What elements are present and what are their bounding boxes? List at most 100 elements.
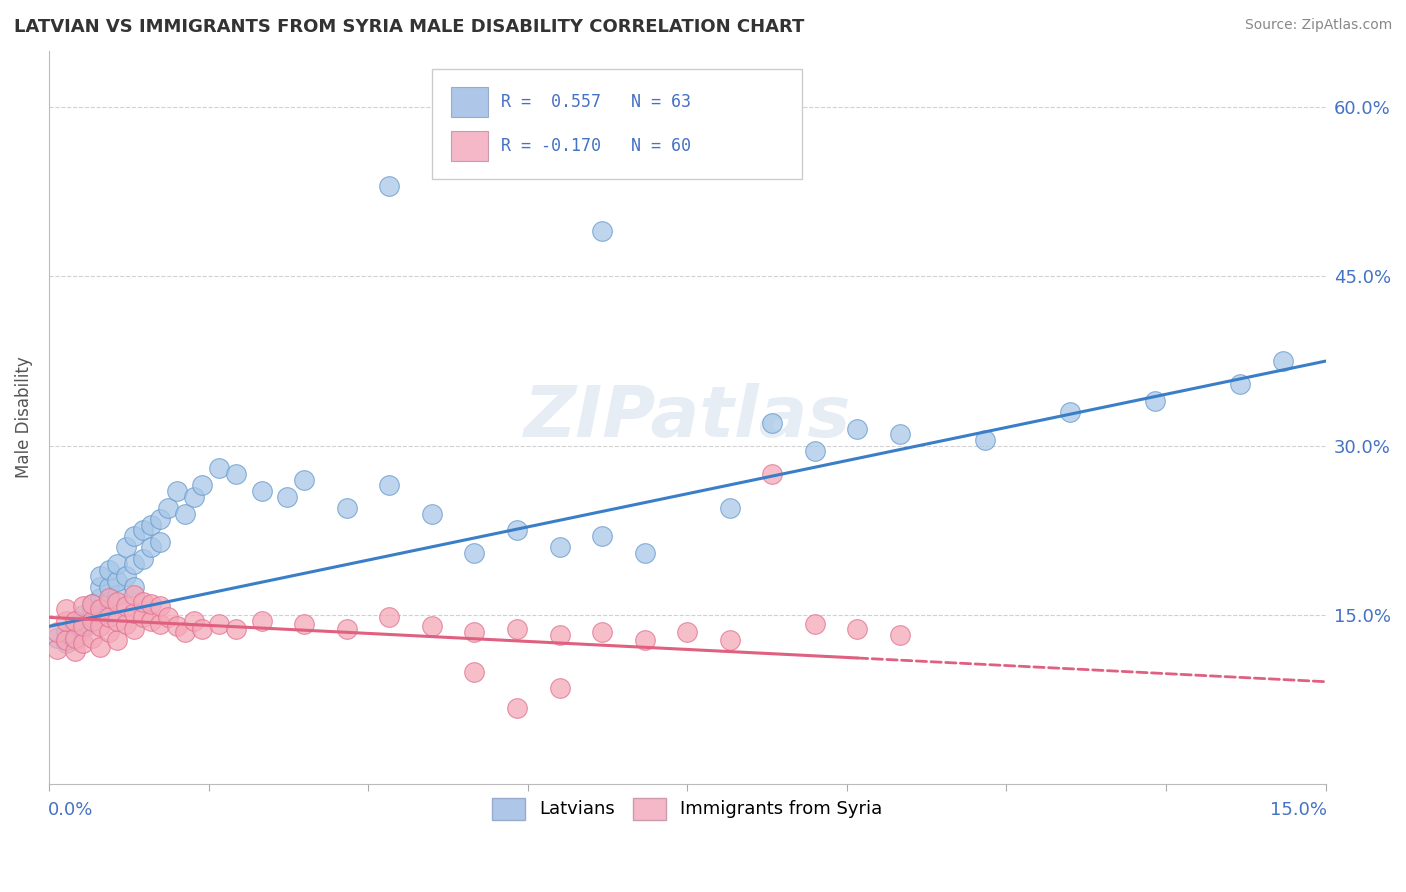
Point [131, 551, 153, 566]
Point [63, 632, 86, 647]
Point [846, 422, 869, 436]
Text: Source: ZipAtlas.com: Source: ZipAtlas.com [1244, 18, 1392, 32]
Point [157, 610, 180, 624]
Point [591, 529, 613, 543]
Point [46, 642, 69, 657]
Point [80, 631, 103, 645]
Point [114, 599, 136, 613]
Point [72, 599, 94, 613]
Point [97, 625, 120, 640]
Point [208, 461, 231, 475]
Point [149, 512, 172, 526]
Point [157, 500, 180, 515]
Point [89, 619, 111, 633]
Point [183, 490, 205, 504]
Point [97, 591, 120, 606]
Point [378, 478, 401, 492]
Point [46, 631, 69, 645]
Point [63, 644, 86, 658]
Point [55, 632, 77, 647]
Point [80, 597, 103, 611]
Point [463, 665, 485, 679]
Point [174, 625, 197, 640]
Point [105, 574, 128, 589]
Point [55, 602, 77, 616]
Point [72, 619, 94, 633]
Point [131, 524, 153, 538]
FancyBboxPatch shape [451, 130, 488, 161]
Point [105, 614, 128, 628]
Point [80, 610, 103, 624]
Point [55, 636, 77, 650]
Point [463, 625, 485, 640]
Point [250, 614, 273, 628]
Point [72, 636, 94, 650]
Point [63, 619, 86, 633]
Point [139, 541, 162, 555]
Text: 15.0%: 15.0% [1270, 801, 1327, 819]
Point [191, 478, 214, 492]
Point [292, 617, 315, 632]
Point [97, 580, 120, 594]
Point [761, 467, 783, 481]
Text: ZIPatlas: ZIPatlas [523, 383, 851, 452]
Point [89, 602, 111, 616]
Point [97, 610, 120, 624]
Point [174, 507, 197, 521]
Point [1272, 354, 1295, 368]
Point [974, 433, 997, 447]
Point [97, 594, 120, 608]
Point [105, 594, 128, 608]
Point [149, 599, 172, 613]
Point [80, 614, 103, 628]
Point [336, 500, 359, 515]
Point [72, 608, 94, 623]
Point [463, 546, 485, 560]
FancyBboxPatch shape [451, 87, 488, 118]
Point [718, 632, 741, 647]
Point [846, 622, 869, 636]
Text: R =  0.557   N = 63: R = 0.557 N = 63 [501, 93, 690, 111]
Point [718, 500, 741, 515]
Text: LATVIAN VS IMMIGRANTS FROM SYRIA MALE DISABILITY CORRELATION CHART: LATVIAN VS IMMIGRANTS FROM SYRIA MALE DI… [14, 18, 804, 36]
Point [676, 625, 699, 640]
Point [122, 606, 145, 620]
Point [634, 546, 657, 560]
Point [761, 416, 783, 430]
Point [225, 467, 247, 481]
Point [105, 558, 128, 572]
Point [149, 534, 172, 549]
Legend: Latvians, Immigrants from Syria: Latvians, Immigrants from Syria [485, 790, 890, 827]
Point [89, 568, 111, 582]
Point [378, 179, 401, 194]
Point [191, 622, 214, 636]
Point [122, 622, 145, 636]
Point [1229, 376, 1251, 391]
Point [63, 614, 86, 628]
Point [89, 640, 111, 654]
Point [114, 568, 136, 582]
Point [225, 622, 247, 636]
Point [139, 517, 162, 532]
Y-axis label: Male Disability: Male Disability [15, 357, 32, 478]
FancyBboxPatch shape [432, 69, 803, 179]
Point [506, 524, 529, 538]
Point [292, 473, 315, 487]
Point [378, 610, 401, 624]
Point [122, 588, 145, 602]
Point [548, 681, 571, 696]
Point [105, 632, 128, 647]
Point [420, 619, 443, 633]
Point [89, 591, 111, 606]
Point [506, 700, 529, 714]
Point [166, 483, 188, 498]
Point [46, 625, 69, 640]
Point [97, 563, 120, 577]
Point [80, 597, 103, 611]
Point [72, 617, 94, 632]
Point [89, 580, 111, 594]
Point [114, 617, 136, 632]
Point [166, 619, 188, 633]
Point [114, 541, 136, 555]
Text: R = -0.170   N = 60: R = -0.170 N = 60 [501, 137, 690, 155]
